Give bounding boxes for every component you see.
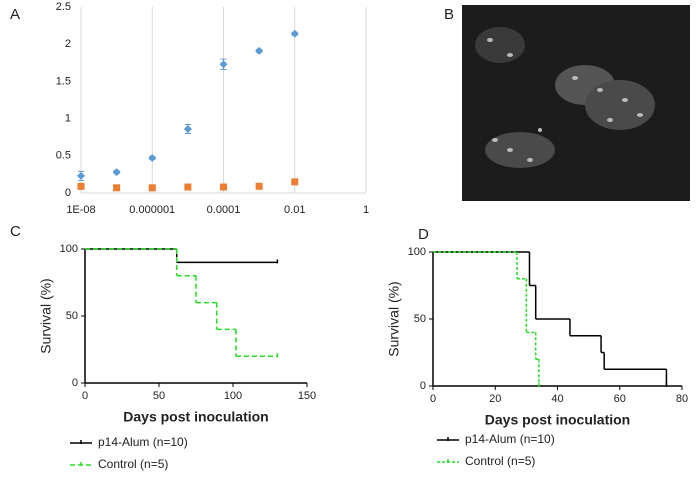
point [184,183,192,191]
cell [538,128,542,132]
x-tick-label: 0 [430,393,436,405]
cell [492,138,498,142]
y-tick-label: 100 [408,246,426,258]
cell [607,118,613,122]
y-tick-label: 50 [414,313,426,325]
cell [622,98,628,102]
cell-cluster [585,80,655,130]
point [148,184,156,192]
cell [637,113,643,117]
cell [572,76,578,80]
cell [487,38,493,42]
x-tick-label: 0.000001 [129,204,175,216]
x-tick-label: 150 [298,390,316,402]
y-tick-label: 1 [65,113,71,125]
panel-label: D [418,226,429,243]
y-tick-label: 2 [65,38,71,50]
x-tick-label: 100 [224,390,242,402]
x-tick-label: 80 [676,393,688,405]
point [112,168,121,177]
panel-label: C [10,223,21,240]
point [220,183,227,191]
y-tick-label: 0 [420,380,426,392]
point [290,29,299,38]
panel-label: B [444,6,454,23]
cell [597,88,603,92]
x-tick-label: 20 [489,393,501,405]
x-tick-label: 60 [614,393,626,405]
y-tick-label: 0 [65,187,71,199]
point [219,60,228,69]
x-axis-title: Days post inoculation [123,409,268,425]
cells [475,27,655,168]
x-tick-label: 1E-08 [66,204,95,216]
cell-cluster [475,27,525,63]
x-tick-label: 40 [551,393,563,405]
cell [507,53,513,57]
x-axis-title: Days post inoculation [485,412,630,428]
point [77,182,85,190]
point [148,154,157,163]
point [291,178,299,186]
legend-label: Control (n=5) [98,457,168,471]
legend-label: p14-Alum (n=10) [98,435,188,449]
point [255,46,264,55]
y-tick-label: 0 [72,377,78,389]
panel-label: A [10,6,20,23]
x-tick-label: 0.0001 [207,204,241,216]
y-tick-label: 2.5 [56,1,71,13]
y-tick-label: 1.5 [56,75,71,87]
y-tick-label: 50 [66,310,78,322]
x-tick-label: 0 [82,390,88,402]
point [183,125,192,134]
y-axis-title: Survival (%) [38,278,54,353]
legend-label: Control (n=5) [465,454,535,468]
legend-label: p14-Alum (n=10) [465,432,555,446]
point [255,182,263,190]
y-axis-title: Survival (%) [386,281,402,356]
x-tick-label: 1 [363,204,369,216]
micrograph [462,5,690,201]
cell [507,148,513,152]
y-tick-label: 100 [60,243,78,255]
x-tick-label: 0.01 [284,204,305,216]
cell [527,158,533,162]
y-tick-label: 0.5 [56,150,71,162]
cell-cluster [485,132,555,168]
point [77,171,85,180]
point [113,184,121,192]
x-tick-label: 50 [153,390,165,402]
